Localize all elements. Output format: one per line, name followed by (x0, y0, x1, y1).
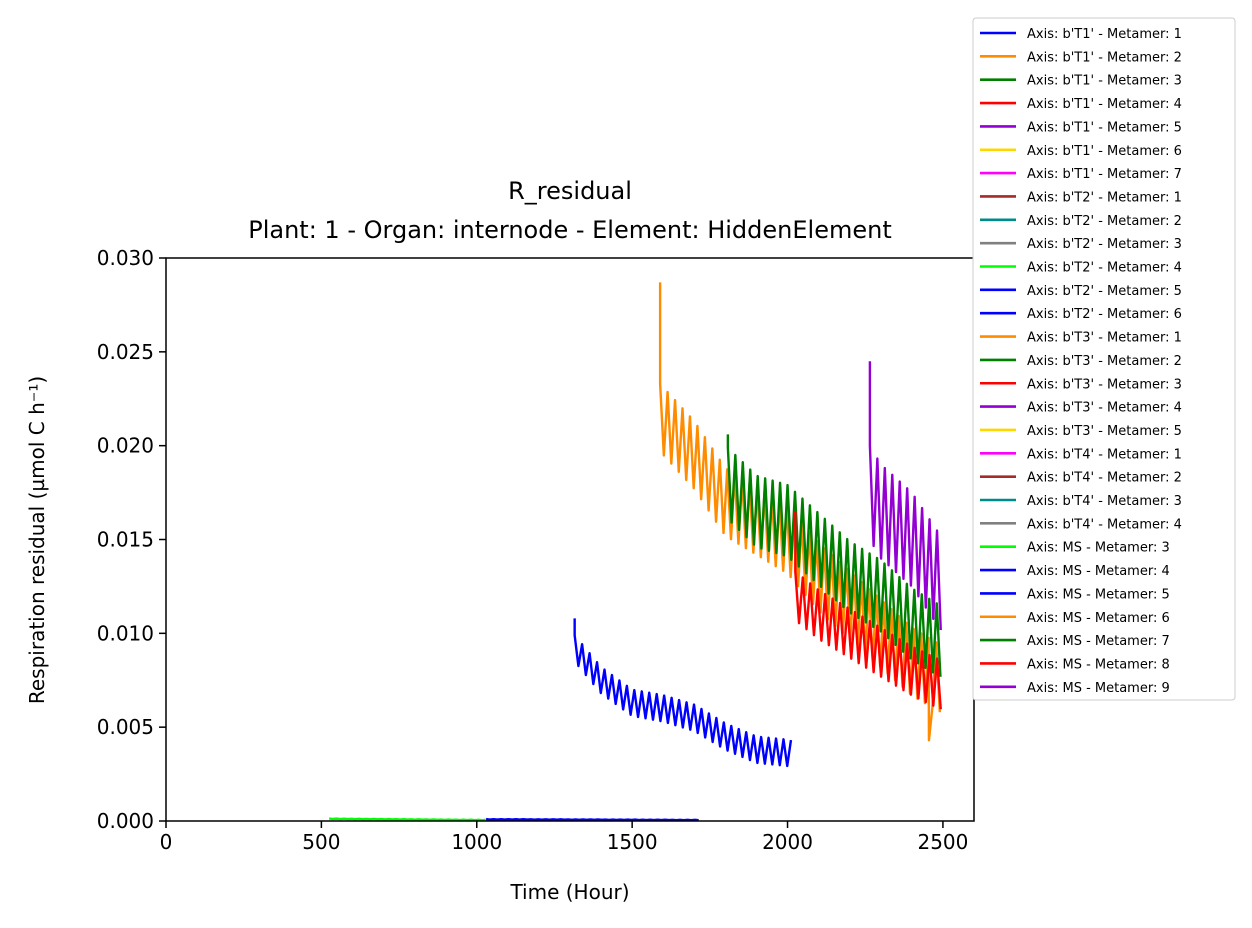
chart-title: R_residual (508, 177, 632, 205)
legend-label: Axis: MS - Metamer: 9 (1027, 681, 1170, 696)
y-axis-label: Respiration residual (µmol C h⁻¹) (25, 376, 49, 704)
legend-label: Axis: b'T4' - Metamer: 1 (1027, 447, 1182, 462)
x-tick-label: 0 (160, 830, 173, 854)
legend-label: Axis: b'T1' - Metamer: 2 (1027, 50, 1182, 65)
series-line (726, 434, 942, 677)
legend-label: Axis: b'T2' - Metamer: 3 (1027, 237, 1182, 252)
y-tick-label: 0.020 (97, 434, 154, 458)
legend-label: Axis: b'T4' - Metamer: 3 (1027, 494, 1182, 509)
x-tick-label: 1500 (607, 830, 658, 854)
plot-frame (165, 257, 975, 822)
series-line (329, 817, 486, 822)
series-line (573, 618, 793, 768)
legend-label: Axis: b'T2' - Metamer: 6 (1027, 307, 1182, 322)
y-axis: 0.000 0.005 0.010 0.015 0.020 0.025 0.030 (97, 246, 166, 833)
legend-label: Axis: b'T3' - Metamer: 4 (1027, 401, 1182, 416)
legend-frame (972, 17, 1236, 701)
series-line (485, 817, 699, 822)
legend-label: Axis: b'T1' - Metamer: 6 (1027, 144, 1182, 159)
x-axis: 0 500 1000 1500 2000 2500 (160, 821, 968, 854)
legend-label: Axis: b'T1' - Metamer: 7 (1027, 167, 1182, 182)
legend-label: Axis: b'T1' - Metamer: 5 (1027, 120, 1182, 135)
legend-label: Axis: b'T2' - Metamer: 2 (1027, 214, 1182, 229)
chart-subtitle: Plant: 1 - Organ: internode - Element: H… (248, 216, 892, 244)
y-tick-label: 0.000 (97, 809, 154, 833)
legend-label: Axis: MS - Metamer: 8 (1027, 657, 1170, 672)
legend-label: Axis: b'T1' - Metamer: 1 (1027, 27, 1182, 42)
y-tick-label: 0.030 (97, 246, 154, 270)
x-tick-label: 2000 (762, 830, 813, 854)
legend-label: Axis: b'T1' - Metamer: 3 (1027, 74, 1182, 89)
legend-label: Axis: MS - Metamer: 3 (1027, 541, 1170, 556)
legend-label: Axis: b'T4' - Metamer: 2 (1027, 471, 1182, 486)
legend-label: Axis: b'T2' - Metamer: 4 (1027, 261, 1182, 276)
y-tick-label: 0.010 (97, 621, 154, 645)
legend-label: Axis: MS - Metamer: 7 (1027, 634, 1170, 649)
series-line (868, 361, 942, 631)
legend-label: Axis: b'T4' - Metamer: 4 (1027, 517, 1182, 532)
legend-label: Axis: b'T1' - Metamer: 4 (1027, 97, 1182, 112)
x-tick-label: 500 (302, 830, 340, 854)
y-tick-label: 0.005 (97, 715, 154, 739)
legend-label: Axis: b'T3' - Metamer: 5 (1027, 424, 1182, 439)
plot-lines (329, 282, 942, 822)
legend-label: Axis: MS - Metamer: 4 (1027, 564, 1170, 579)
y-tick-label: 0.015 (97, 528, 154, 552)
legend-label: Axis: b'T3' - Metamer: 1 (1027, 331, 1182, 346)
legend-label: Axis: b'T3' - Metamer: 3 (1027, 377, 1182, 392)
x-tick-label: 2500 (917, 830, 968, 854)
legend-label: Axis: b'T3' - Metamer: 2 (1027, 354, 1182, 369)
legend-label: Axis: b'T2' - Metamer: 5 (1027, 284, 1182, 299)
legend: Axis: b'T1' - Metamer: 1 Axis: b'T1' - Me… (972, 17, 1236, 701)
legend-label: Axis: MS - Metamer: 5 (1027, 587, 1170, 602)
legend-label: Axis: b'T2' - Metamer: 1 (1027, 190, 1182, 205)
x-tick-label: 1000 (451, 830, 502, 854)
x-axis-label: Time (Hour) (509, 880, 629, 904)
legend-label: Axis: MS - Metamer: 6 (1027, 611, 1170, 626)
series-line (794, 511, 942, 710)
y-tick-label: 0.025 (97, 340, 154, 364)
